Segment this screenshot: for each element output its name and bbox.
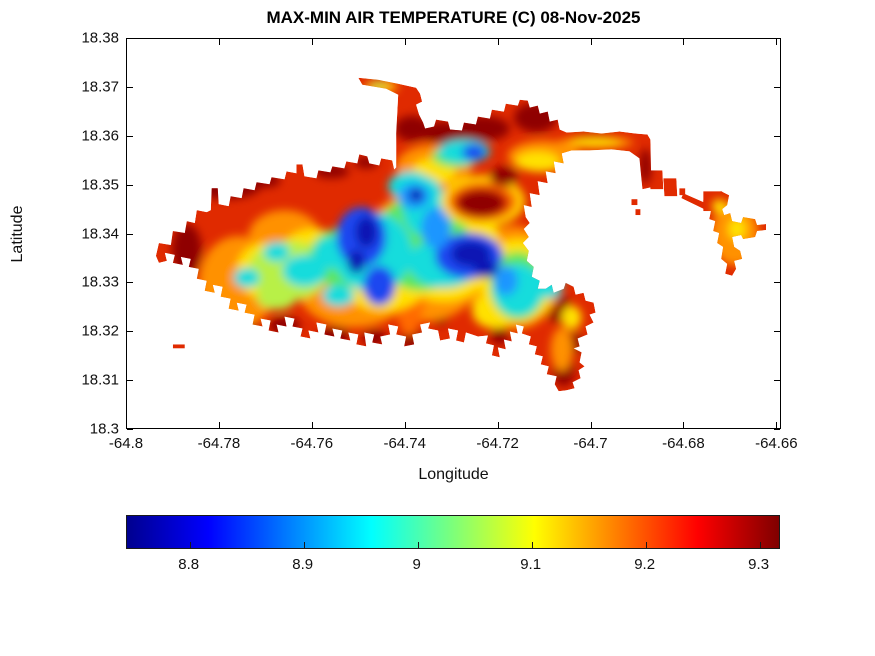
- y-tick-label: 18.3: [89, 420, 119, 438]
- y-axis-label: Latitude: [9, 205, 26, 263]
- colorbar-tick-mark: [759, 542, 761, 548]
- y-tick-mark-right: [774, 38, 780, 39]
- colorbar-tick-mark: [189, 542, 191, 548]
- y-tick-label: 18.32: [81, 322, 119, 340]
- colorbar-tick-label: 9: [412, 556, 421, 573]
- x-tick-label: -64.72: [476, 435, 519, 452]
- x-tick-mark: [776, 422, 778, 428]
- x-tick-mark: [218, 422, 220, 428]
- y-tick-mark: [127, 331, 133, 333]
- y-tick-mark-right: [774, 282, 780, 284]
- y-tick-mark-right: [774, 233, 780, 235]
- y-tick-mark: [127, 282, 133, 284]
- y-tick-label: 18.33: [81, 273, 119, 291]
- y-tick-mark: [127, 184, 133, 186]
- x-tick-mark: [126, 422, 127, 428]
- y-tick-mark-right: [774, 184, 780, 186]
- y-tick-mark-right: [774, 380, 780, 382]
- colorbar-tick-label: 8.9: [292, 556, 314, 573]
- x-tick-label: -64.8: [108, 435, 144, 452]
- x-tick-mark: [683, 422, 685, 428]
- y-tick-mark-right: [774, 429, 780, 430]
- y-tick-mark-right: [774, 86, 780, 88]
- y-tick-mark: [127, 380, 133, 382]
- plot-title: MAX-MIN AIR TEMPERATURE (C) 08-Nov-2025: [266, 8, 641, 27]
- x-tick-mark: [497, 422, 499, 428]
- x-tick-mark-top: [404, 39, 406, 45]
- colorbar-tick-label: 9.2: [634, 556, 656, 573]
- y-tick-label: 18.36: [81, 127, 119, 145]
- y-tick-label: 18.34: [81, 225, 119, 242]
- colorbar-tick-label: 9.3: [748, 556, 770, 573]
- x-tick-mark-top: [126, 39, 127, 45]
- x-tick-label: -64.74: [383, 435, 426, 452]
- x-tick-mark-top: [590, 39, 592, 45]
- x-tick-label: -64.78: [197, 435, 241, 452]
- y-tick-label: 18.37: [81, 78, 119, 96]
- y-tick-mark-right: [774, 331, 780, 333]
- colorbar-tick-label: 8.8: [178, 556, 200, 573]
- temperature-map: [155, 77, 767, 392]
- y-tick-label: 18.35: [81, 176, 119, 194]
- x-tick-label: -64.7: [573, 435, 608, 452]
- x-tick-mark-top: [311, 39, 313, 45]
- colorbar-tick-mark: [303, 542, 305, 548]
- y-tick-mark: [127, 429, 133, 430]
- colorbar-tick-mark: [531, 542, 533, 548]
- x-tick-label: -64.66: [755, 435, 798, 452]
- x-tick-mark: [311, 422, 313, 428]
- y-tick-mark: [127, 86, 133, 88]
- x-tick-mark: [404, 422, 406, 428]
- x-tick-mark: [590, 422, 592, 428]
- x-tick-mark-top: [683, 39, 685, 45]
- colorbar: [126, 515, 780, 549]
- island-region: [155, 77, 767, 392]
- y-tick-label: 18.31: [81, 371, 119, 389]
- plot-area: [126, 38, 781, 429]
- x-tick-label: -64.68: [662, 435, 705, 452]
- y-tick-mark-right: [774, 135, 780, 137]
- y-tick-mark: [127, 38, 133, 39]
- y-tick-label: 18.38: [81, 29, 119, 47]
- y-tick-mark: [127, 135, 133, 137]
- colorbar-tick-mark: [417, 542, 419, 548]
- x-tick-mark-top: [497, 39, 499, 45]
- y-tick-mark: [127, 233, 133, 235]
- x-axis-label: Longitude: [418, 466, 489, 483]
- x-tick-mark-top: [218, 39, 220, 45]
- colorbar-tick-label: 9.1: [520, 556, 542, 573]
- colorbar-tick-mark: [645, 542, 647, 548]
- x-tick-label: -64.76: [290, 435, 334, 452]
- x-tick-mark-top: [776, 39, 778, 45]
